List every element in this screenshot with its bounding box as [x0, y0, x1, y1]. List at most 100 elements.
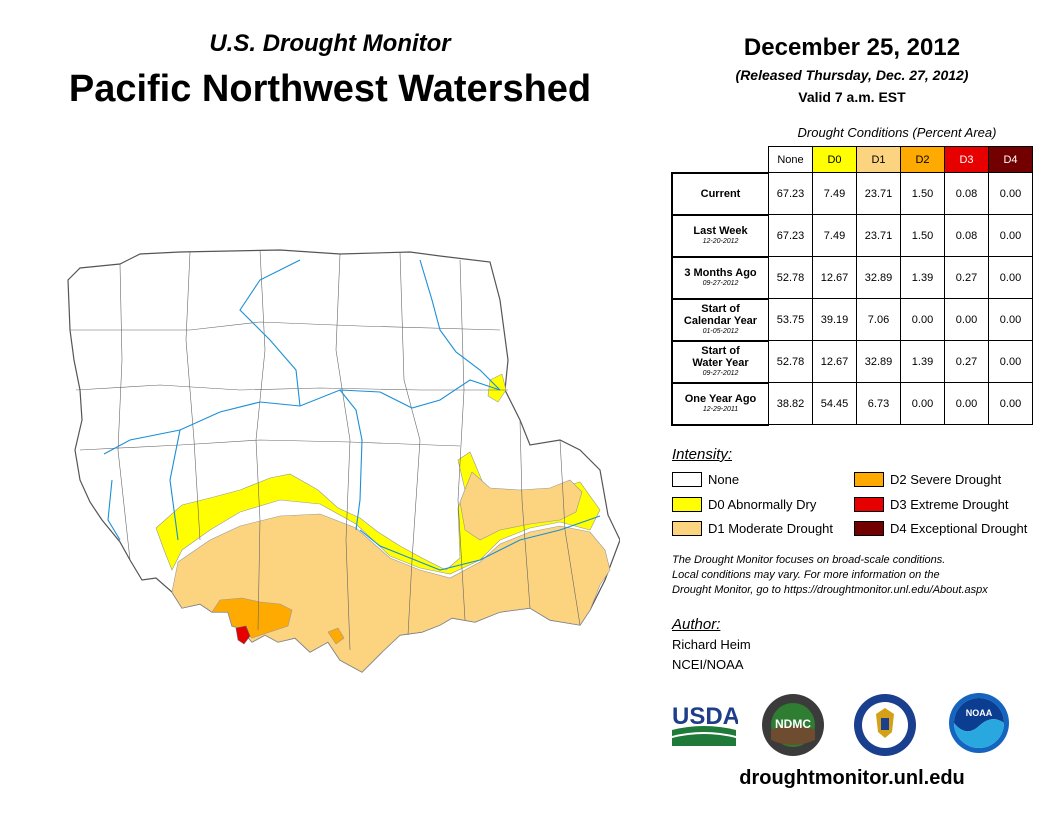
- usda-logo-graphic: USDA: [672, 703, 740, 746]
- table-cell: 7.49: [812, 214, 857, 257]
- legend-item-none: None: [672, 472, 739, 487]
- row-label: Start of Water Year 09-27-2012: [671, 339, 769, 383]
- row-label: Start of Calendar Year 01-05-2012: [671, 297, 769, 341]
- table-cell: 0.00: [944, 298, 989, 341]
- table-cell: 54.45: [812, 382, 857, 425]
- legend-label: D0 Abnormally Dry: [708, 497, 817, 512]
- row-label: 3 Months Ago 09-27-2012: [671, 255, 769, 299]
- author-org: NCEI/NOAA: [672, 657, 744, 672]
- legend-swatch: [854, 472, 884, 487]
- rivers: [103, 259, 601, 571]
- d2-area-south: [327, 627, 345, 645]
- row-date: 09-27-2012: [702, 280, 739, 287]
- doc-seal-logo: [852, 692, 918, 758]
- valid-date: December 25, 2012: [743, 34, 961, 61]
- legend-swatch: [672, 497, 702, 512]
- column-header-d2: D2: [900, 146, 945, 173]
- d1-area-east: [459, 471, 583, 541]
- legend-label: D3 Extreme Drought: [890, 497, 1009, 512]
- table-cell: 0.00: [988, 382, 1033, 425]
- county-boundaries: [70, 249, 581, 651]
- legend-swatch: [672, 472, 702, 487]
- legend-item-d1: D1 Moderate Drought: [672, 521, 833, 536]
- row-label-text: Current: [700, 187, 741, 200]
- note-line: Drought Monitor, go to https://droughtmo…: [672, 584, 988, 596]
- table-cell: 0.08: [944, 214, 989, 257]
- usda-logo: USDA: [670, 700, 740, 750]
- table-cell: 52.78: [768, 256, 813, 299]
- noaa-logo: NOAA: [948, 692, 1010, 754]
- usda-logo-text: USDA: [672, 703, 738, 730]
- table-cell: 52.78: [768, 340, 813, 383]
- table-row: Start of Water Year 09-27-2012 52.78 12.67…: [671, 339, 1033, 383]
- table-corner: [672, 147, 769, 173]
- legend-swatch: [672, 521, 702, 536]
- disclaimer-note: The Drought Monitor focuses on broad-sca…: [672, 553, 1022, 598]
- table-cell: 7.06: [856, 298, 901, 341]
- row-label-text: Last Week: [693, 225, 748, 237]
- website-url[interactable]: droughtmonitor.unl.edu: [739, 767, 965, 789]
- row-date: 12-20-2012: [702, 238, 739, 245]
- table-cell: 0.00: [988, 172, 1033, 215]
- table-row: Last Week 12-20-2012 67.23 7.49 23.71 1.5…: [671, 213, 1033, 257]
- d3-area: [235, 625, 251, 645]
- table-cell: 12.67: [812, 256, 857, 299]
- table-cell: 23.71: [856, 214, 901, 257]
- table-cell: 23.71: [856, 172, 901, 215]
- table-cell: 67.23: [768, 172, 813, 215]
- table-cell: 0.00: [900, 298, 945, 341]
- valid-time: Valid 7 a.m. EST: [798, 89, 906, 105]
- ndmc-logo-graphic: NDMC: [762, 694, 824, 756]
- noaa-logo-graphic: NOAA: [949, 693, 1009, 753]
- map-subtitle: U.S. Drought Monitor: [209, 30, 451, 57]
- row-label-text: 3 Months Ago: [684, 267, 757, 279]
- table-cell: 0.08: [944, 172, 989, 215]
- table-cell: 1.50: [900, 214, 945, 257]
- table-cell: 32.89: [856, 340, 901, 383]
- table-cell: 53.75: [768, 298, 813, 341]
- table-cell: 0.00: [900, 382, 945, 425]
- table-cell: 1.39: [900, 340, 945, 383]
- note-line: Local conditions may vary. For more info…: [672, 569, 940, 581]
- table-cell: 0.27: [944, 340, 989, 383]
- release-date: (Released Thursday, Dec. 27, 2012): [735, 67, 969, 83]
- d0-area-northeast: [487, 373, 507, 403]
- d2-area: [211, 597, 293, 639]
- table-cell: 0.00: [988, 256, 1033, 299]
- table-cell: 7.49: [812, 172, 857, 215]
- table-cell: 12.67: [812, 340, 857, 383]
- legend-swatch: [854, 497, 884, 512]
- legend-label: D2 Severe Drought: [890, 472, 1002, 487]
- note-line: The Drought Monitor focuses on broad-sca…: [672, 554, 946, 566]
- intensity-heading: Intensity:: [672, 446, 733, 463]
- author-heading: Author:: [672, 616, 721, 633]
- table-cell: 1.50: [900, 172, 945, 215]
- doc-seal-graphic: [854, 694, 916, 756]
- row-label-text: Start of: [701, 345, 740, 357]
- column-header-d4: D4: [988, 146, 1033, 173]
- table-cell: 38.82: [768, 382, 813, 425]
- row-label-text: Start of: [701, 303, 740, 315]
- ndmc-logo: NDMC: [760, 692, 826, 758]
- legend-item-d2: D2 Severe Drought: [854, 472, 1001, 487]
- row-label-text-2: Water Year: [692, 357, 749, 369]
- table-cell: 32.89: [856, 256, 901, 299]
- noaa-logo-text: NOAA: [966, 708, 993, 718]
- table-caption: Drought Conditions (Percent Area): [797, 125, 997, 140]
- row-label: Current: [671, 171, 769, 215]
- table-header-row: None D0 D1 D2 D3 D4: [672, 146, 1033, 173]
- legend-label: D4 Exceptional Drought: [890, 521, 1028, 536]
- column-header-d3: D3: [944, 146, 989, 173]
- table-cell: 0.00: [944, 382, 989, 425]
- legend-item-d0: D0 Abnormally Dry: [672, 497, 816, 512]
- column-header-none: None: [768, 146, 813, 173]
- drought-statistics-table: None D0 D1 D2 D3 D4 Current 67.23 7.49 2…: [671, 146, 1033, 426]
- row-label: Last Week 12-20-2012: [671, 213, 769, 257]
- row-label-text-2: Calendar Year: [683, 315, 758, 327]
- table-cell: 0.27: [944, 256, 989, 299]
- table-cell: 1.39: [900, 256, 945, 299]
- legend-item-d4: D4 Exceptional Drought: [854, 521, 1027, 536]
- map-title: Pacific Northwest Watershed: [68, 68, 592, 110]
- table-row: 3 Months Ago 09-27-2012 52.78 12.67 32.89…: [671, 255, 1033, 299]
- table-row: One Year Ago 12-29-2011 38.82 54.45 6.73 …: [671, 381, 1033, 426]
